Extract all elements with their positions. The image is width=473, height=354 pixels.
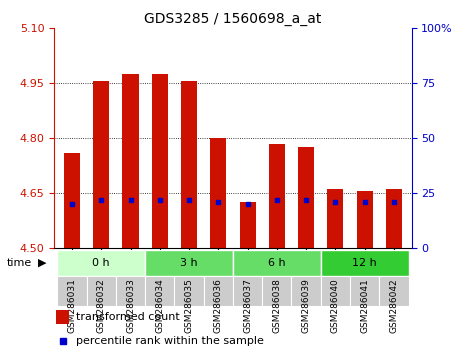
Bar bbox=[64, 153, 80, 248]
Bar bbox=[204, 276, 233, 306]
Text: GSM286033: GSM286033 bbox=[126, 279, 135, 333]
Text: GSM286034: GSM286034 bbox=[155, 279, 164, 333]
Bar bbox=[93, 81, 109, 248]
Bar bbox=[57, 250, 145, 276]
Bar bbox=[327, 189, 343, 248]
Bar bbox=[145, 276, 175, 306]
Text: 6 h: 6 h bbox=[268, 258, 286, 268]
Bar bbox=[116, 276, 145, 306]
Bar bbox=[152, 74, 168, 248]
Text: ▶: ▶ bbox=[38, 258, 46, 268]
Text: GSM286032: GSM286032 bbox=[97, 279, 106, 333]
Bar bbox=[57, 276, 87, 306]
Bar bbox=[350, 276, 379, 306]
Bar bbox=[210, 138, 227, 248]
Bar bbox=[175, 276, 204, 306]
Title: GDS3285 / 1560698_a_at: GDS3285 / 1560698_a_at bbox=[144, 12, 322, 26]
Text: GSM286038: GSM286038 bbox=[272, 279, 281, 333]
Bar bbox=[379, 276, 409, 306]
Bar bbox=[56, 310, 69, 324]
Text: transformed count: transformed count bbox=[76, 312, 180, 322]
Bar bbox=[262, 276, 291, 306]
Bar bbox=[357, 191, 373, 248]
Text: percentile rank within the sample: percentile rank within the sample bbox=[76, 336, 264, 346]
Bar bbox=[321, 250, 409, 276]
Text: GSM286031: GSM286031 bbox=[68, 279, 77, 333]
Text: 3 h: 3 h bbox=[180, 258, 198, 268]
Text: GSM286041: GSM286041 bbox=[360, 279, 369, 333]
Bar bbox=[298, 147, 314, 248]
Bar bbox=[145, 250, 233, 276]
Bar bbox=[87, 276, 116, 306]
Text: GSM286040: GSM286040 bbox=[331, 279, 340, 333]
Text: GSM286036: GSM286036 bbox=[214, 279, 223, 333]
Bar bbox=[321, 276, 350, 306]
Text: GSM286037: GSM286037 bbox=[243, 279, 252, 333]
Bar bbox=[239, 202, 255, 248]
Bar bbox=[233, 276, 262, 306]
Text: GSM286042: GSM286042 bbox=[389, 279, 398, 333]
Text: time: time bbox=[7, 258, 32, 268]
Bar bbox=[233, 250, 321, 276]
Text: 0 h: 0 h bbox=[92, 258, 110, 268]
Bar bbox=[291, 276, 321, 306]
Bar bbox=[269, 143, 285, 248]
Bar bbox=[181, 81, 197, 248]
Text: GSM286035: GSM286035 bbox=[184, 279, 193, 333]
Text: 12 h: 12 h bbox=[352, 258, 377, 268]
Bar bbox=[386, 189, 402, 248]
Bar bbox=[123, 74, 139, 248]
Text: GSM286039: GSM286039 bbox=[302, 279, 311, 333]
